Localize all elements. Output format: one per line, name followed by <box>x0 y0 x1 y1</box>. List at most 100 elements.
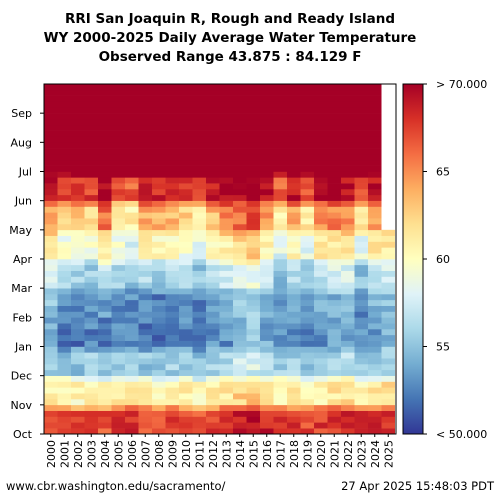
source-url[interactable]: www.cbr.washington.edu/sacramento/ <box>6 479 226 493</box>
heatmap-cell <box>233 229 247 236</box>
heatmap-cell <box>125 235 139 242</box>
heatmap-cell <box>233 224 247 231</box>
heatmap-cell <box>341 130 355 137</box>
heatmap-cell <box>314 422 328 429</box>
heatmap-cell <box>152 259 166 266</box>
heatmap-cell <box>98 84 112 91</box>
heatmap-cell <box>314 159 328 166</box>
heatmap-cell <box>179 194 193 201</box>
heatmap-cell <box>192 393 206 400</box>
heatmap-cell <box>206 165 220 172</box>
heatmap-cell <box>287 317 301 324</box>
heatmap-cell <box>287 334 301 341</box>
heatmap-cell <box>354 159 368 166</box>
heatmap-cell <box>71 113 85 120</box>
heatmap-cell <box>300 352 314 359</box>
heatmap-cell <box>314 253 328 260</box>
heatmap-cell <box>111 224 125 231</box>
heatmap-cell <box>138 194 152 201</box>
heatmap-cell <box>179 393 193 400</box>
heatmap-cell <box>125 422 139 429</box>
colorbar-tick-label: 65 <box>436 166 450 179</box>
heatmap-cell <box>327 107 341 114</box>
heatmap-cell <box>260 165 274 172</box>
heatmap-cell <box>233 311 247 318</box>
heatmap-cell <box>111 101 125 108</box>
heatmap-cell <box>192 259 206 266</box>
heatmap-cell <box>165 282 179 289</box>
heatmap-cell <box>246 148 260 155</box>
heatmap-cell <box>287 410 301 417</box>
heatmap-cell <box>57 154 71 161</box>
heatmap-cell <box>327 416 341 423</box>
heatmap-cell <box>327 148 341 155</box>
x-tick-label: 2007 <box>139 440 152 468</box>
heatmap-cell <box>246 235 260 242</box>
heatmap-cell <box>300 340 314 347</box>
heatmap-cell <box>314 399 328 406</box>
heatmap-cell <box>84 171 98 178</box>
heatmap-cell <box>111 259 125 266</box>
x-tick-label: 2020 <box>315 440 328 468</box>
heatmap-cell <box>192 282 206 289</box>
y-tick-label: Mar <box>11 282 32 295</box>
heatmap-cell <box>84 200 98 207</box>
heatmap-cell <box>152 323 166 330</box>
heatmap-cell <box>287 288 301 295</box>
heatmap-cell <box>57 387 71 394</box>
heatmap-cell <box>179 288 193 295</box>
heatmap-cell <box>206 404 220 411</box>
heatmap-cell <box>57 247 71 254</box>
heatmap-cell <box>368 364 382 371</box>
heatmap-cell <box>111 247 125 254</box>
heatmap-cell <box>98 369 112 376</box>
heatmap-cell <box>138 200 152 207</box>
heatmap-cell <box>111 375 125 382</box>
x-tick-label: 2015 <box>247 440 260 468</box>
heatmap-cell <box>368 241 382 248</box>
heatmap-cell <box>98 165 112 172</box>
heatmap-cell <box>84 119 98 126</box>
heatmap-cell <box>368 346 382 353</box>
heatmap-cell <box>300 282 314 289</box>
heatmap-cell <box>192 200 206 207</box>
heatmap-cell <box>246 375 260 382</box>
heatmap-cell <box>206 294 220 301</box>
heatmap-cell <box>44 270 58 277</box>
heatmap-cell <box>125 171 139 178</box>
heatmap-cell <box>179 410 193 417</box>
heatmap-cell <box>111 113 125 120</box>
heatmap-cell <box>219 241 233 248</box>
heatmap-cell <box>84 404 98 411</box>
heatmap-cell <box>300 305 314 312</box>
heatmap-cell <box>98 329 112 336</box>
heatmap-cell <box>192 346 206 353</box>
heatmap-cell <box>44 183 58 190</box>
heatmap-cell <box>368 148 382 155</box>
heatmap-cell <box>57 206 71 213</box>
heatmap-cell <box>44 288 58 295</box>
heatmap-cell <box>327 95 341 102</box>
heatmap-cell <box>138 142 152 149</box>
heatmap-cell <box>260 264 274 271</box>
heatmap-cell <box>71 235 85 242</box>
heatmap-cell <box>165 218 179 225</box>
heatmap-cell <box>354 200 368 207</box>
heatmap-cell <box>314 84 328 91</box>
heatmap-cell <box>381 340 395 347</box>
heatmap-cell <box>57 288 71 295</box>
heatmap-cell <box>165 294 179 301</box>
heatmap-cell <box>381 346 395 353</box>
heatmap-cell <box>287 200 301 207</box>
heatmap-cell <box>300 311 314 318</box>
heatmap-cell <box>341 218 355 225</box>
heatmap-cell <box>341 194 355 201</box>
heatmap-cell <box>300 235 314 242</box>
heatmap-cell <box>273 375 287 382</box>
heatmap-cell <box>98 235 112 242</box>
heatmap-cell <box>273 183 287 190</box>
heatmap-cell <box>71 270 85 277</box>
heatmap-cell <box>111 282 125 289</box>
heatmap-cell <box>44 200 58 207</box>
heatmap-cell <box>381 393 395 400</box>
